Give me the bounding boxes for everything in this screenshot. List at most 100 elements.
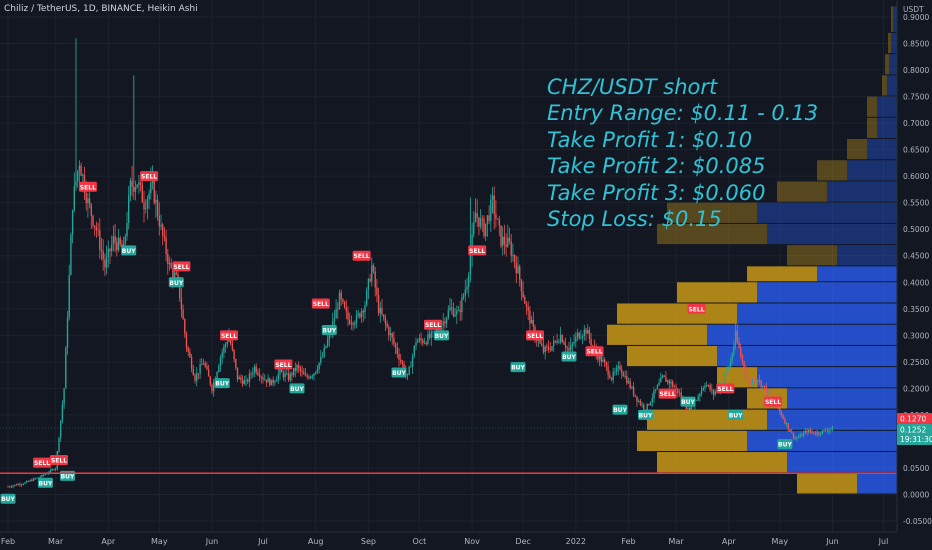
candle-body: [522, 291, 524, 298]
volume-profile-bar-down: [867, 117, 877, 139]
candle-body: [462, 295, 465, 298]
candle-body: [396, 347, 398, 355]
svg-text:BUY: BUY: [435, 333, 449, 340]
candle-body: [31, 480, 33, 481]
candle-body: [495, 214, 497, 219]
candle-body: [784, 418, 786, 424]
sell-signal: SELL: [33, 457, 51, 468]
candle-body: [515, 262, 517, 274]
candle-body: [119, 237, 121, 245]
candle-body: [323, 347, 325, 357]
buy-signal: BUY: [728, 409, 743, 420]
candle-body: [532, 319, 534, 327]
candle-body: [782, 415, 784, 419]
candle-body: [54, 468, 57, 470]
candle-body: [150, 182, 152, 194]
candle-body: [456, 310, 458, 315]
sell-signal: SELL: [424, 319, 442, 330]
candle-body: [126, 223, 128, 237]
candle-body: [20, 484, 23, 486]
candle-body: [612, 372, 614, 380]
candle-body: [194, 375, 196, 381]
candle-body: [801, 434, 803, 436]
buy-signal: BUY: [214, 378, 230, 389]
candle-body: [175, 272, 177, 275]
x-tick-label: Sep: [361, 537, 376, 546]
candle-body: [381, 307, 383, 315]
candle-body: [415, 342, 417, 346]
candle-body: [320, 356, 322, 363]
candle-body: [14, 484, 16, 486]
candle-body: [695, 400, 698, 401]
candle-body: [624, 375, 626, 377]
candle-body: [411, 355, 414, 367]
candle-body: [60, 420, 62, 438]
candle-body: [689, 407, 691, 410]
candle-body: [141, 184, 143, 203]
candle-body: [502, 236, 504, 246]
candle-body: [117, 237, 120, 251]
candle-body: [369, 278, 371, 282]
svg-text:BUY: BUY: [39, 480, 53, 487]
candle-body: [629, 381, 631, 388]
candle-body: [609, 374, 611, 378]
volume-profile-bar-down: [888, 32, 891, 54]
candle-body: [245, 379, 247, 381]
candle-body: [452, 308, 455, 317]
candle-body: [236, 367, 239, 380]
candle-body: [432, 331, 434, 333]
candle-body: [153, 178, 155, 203]
candle-body: [282, 372, 285, 378]
svg-text:SELL: SELL: [469, 248, 485, 255]
candle-body: [342, 299, 344, 302]
candle-body: [406, 373, 409, 375]
candle-body: [304, 374, 307, 376]
candle-body: [763, 385, 766, 387]
candle-body: [425, 342, 427, 344]
price-label-value: 0.1270: [900, 415, 926, 424]
candle-body: [337, 308, 339, 310]
sell-signal: SELL: [50, 454, 68, 465]
candle-body: [760, 380, 762, 388]
candle-body: [202, 363, 205, 365]
candle-body: [813, 432, 815, 434]
candle-body: [663, 375, 665, 377]
candle-body: [570, 345, 572, 351]
candle-body: [196, 373, 198, 381]
candle-body: [19, 484, 21, 485]
candle-body: [437, 329, 439, 331]
candle-body: [384, 317, 387, 324]
candle-body: [180, 298, 183, 310]
candle-body: [741, 355, 744, 362]
sell-signal: SELL: [220, 330, 238, 341]
candle-body: [479, 218, 482, 227]
x-tick-label: May: [772, 537, 789, 546]
candle-body: [423, 342, 426, 344]
candle-body: [755, 380, 757, 382]
candle-body: [364, 305, 366, 313]
candle-body: [787, 423, 789, 430]
candle-body: [823, 429, 825, 431]
volume-profile-bar-down: [787, 245, 837, 266]
candle-body: [221, 352, 223, 358]
x-tick-label: 2022: [566, 537, 586, 546]
candle-body: [252, 372, 254, 375]
sell-signal: SELL: [764, 396, 782, 407]
y-tick-label: 0.9000: [903, 13, 929, 22]
candle-body: [349, 319, 351, 324]
candle-body: [201, 364, 203, 366]
x-tick-label: Feb: [1, 537, 15, 546]
candle-body: [85, 192, 87, 204]
volume-profile-bar-up: [877, 96, 897, 117]
candle-body: [733, 345, 735, 355]
candle-body: [563, 342, 565, 345]
candle-body: [231, 343, 234, 350]
candle-body: [751, 379, 754, 384]
candle-body: [146, 199, 149, 208]
candle-body: [167, 253, 169, 265]
candle-body: [206, 366, 208, 370]
volume-profile-bar-up: [887, 75, 897, 96]
candle-body: [520, 279, 523, 292]
candle-body: [235, 358, 237, 368]
